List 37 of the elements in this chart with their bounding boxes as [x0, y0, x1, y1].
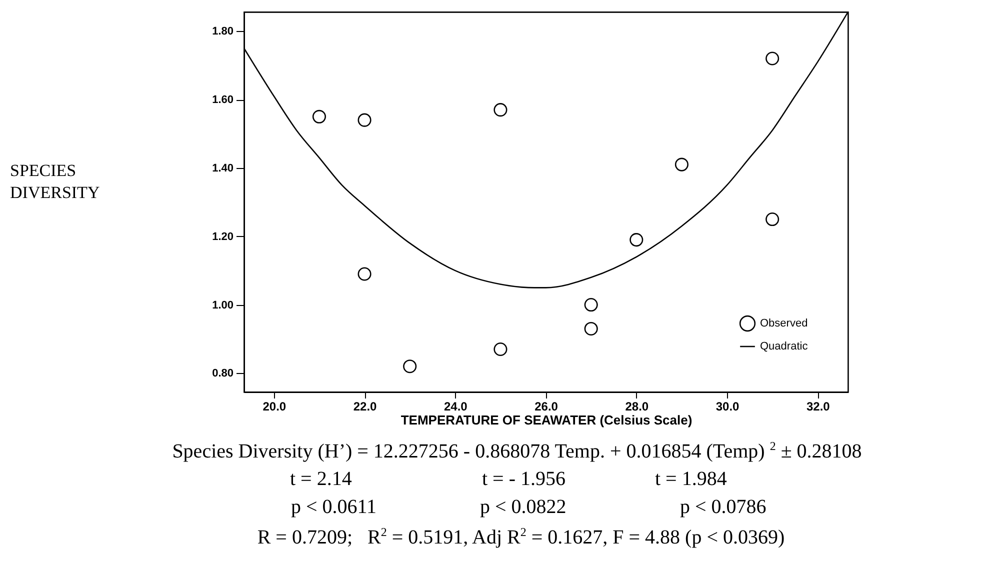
- point: [766, 52, 780, 66]
- point: [766, 212, 780, 226]
- point: [494, 103, 508, 117]
- legend-label: Quadratic: [760, 340, 808, 352]
- point: [358, 113, 372, 127]
- y-tick-label: 1.60: [212, 94, 234, 106]
- x-tick-label: 26.0: [534, 400, 558, 414]
- x-tick-label: 20.0: [262, 400, 286, 414]
- point: [584, 298, 598, 312]
- point: [403, 360, 417, 374]
- y-tick-label: 1.00: [212, 299, 234, 312]
- y-tick-label: 1.20: [212, 230, 234, 243]
- y-tick-label: 0.80: [212, 368, 234, 380]
- text: t = 1.984: [655, 468, 727, 491]
- point: [630, 233, 644, 247]
- point: [494, 342, 508, 356]
- y-tick-label: 1.40: [212, 162, 234, 174]
- x-axis-title: TEMPERATURE OF SEAWATER (Celsius Scale): [400, 412, 692, 428]
- text: p < 0.0786: [680, 496, 766, 519]
- text: R = 0.7209; R$^{2}$ = 0.5191, Adj R$^{2}$ = 0.1627, F = 4.88 (p < 0.0369): [257, 525, 785, 550]
- text: Species Diversity (H’) = 12.227256 - 0.868078 Temp. + 0.016854 (Temp) $^{2}$ ± 0.28108: [172, 439, 862, 464]
- text: t = - 1.956: [482, 468, 566, 491]
- y-tick-label: 1.80: [212, 26, 234, 38]
- text: p < 0.0611: [291, 496, 377, 519]
- x-tick-label: 30.0: [716, 400, 740, 414]
- point: [358, 267, 372, 281]
- x-tick-label: 22.0: [353, 400, 378, 414]
- text: SPECIES DIVERSITY: [10, 160, 101, 204]
- x-tick-label: 24.0: [444, 400, 468, 414]
- legend-label: Observed: [760, 318, 808, 330]
- point: [584, 322, 598, 336]
- text: p < 0.0822: [480, 496, 566, 519]
- text: t = 2.14: [290, 468, 352, 491]
- point: [312, 110, 326, 124]
- x-tick-label: 32.0: [806, 400, 830, 414]
- x-tick-label: 28.0: [625, 400, 649, 414]
- point: [674, 158, 688, 172]
